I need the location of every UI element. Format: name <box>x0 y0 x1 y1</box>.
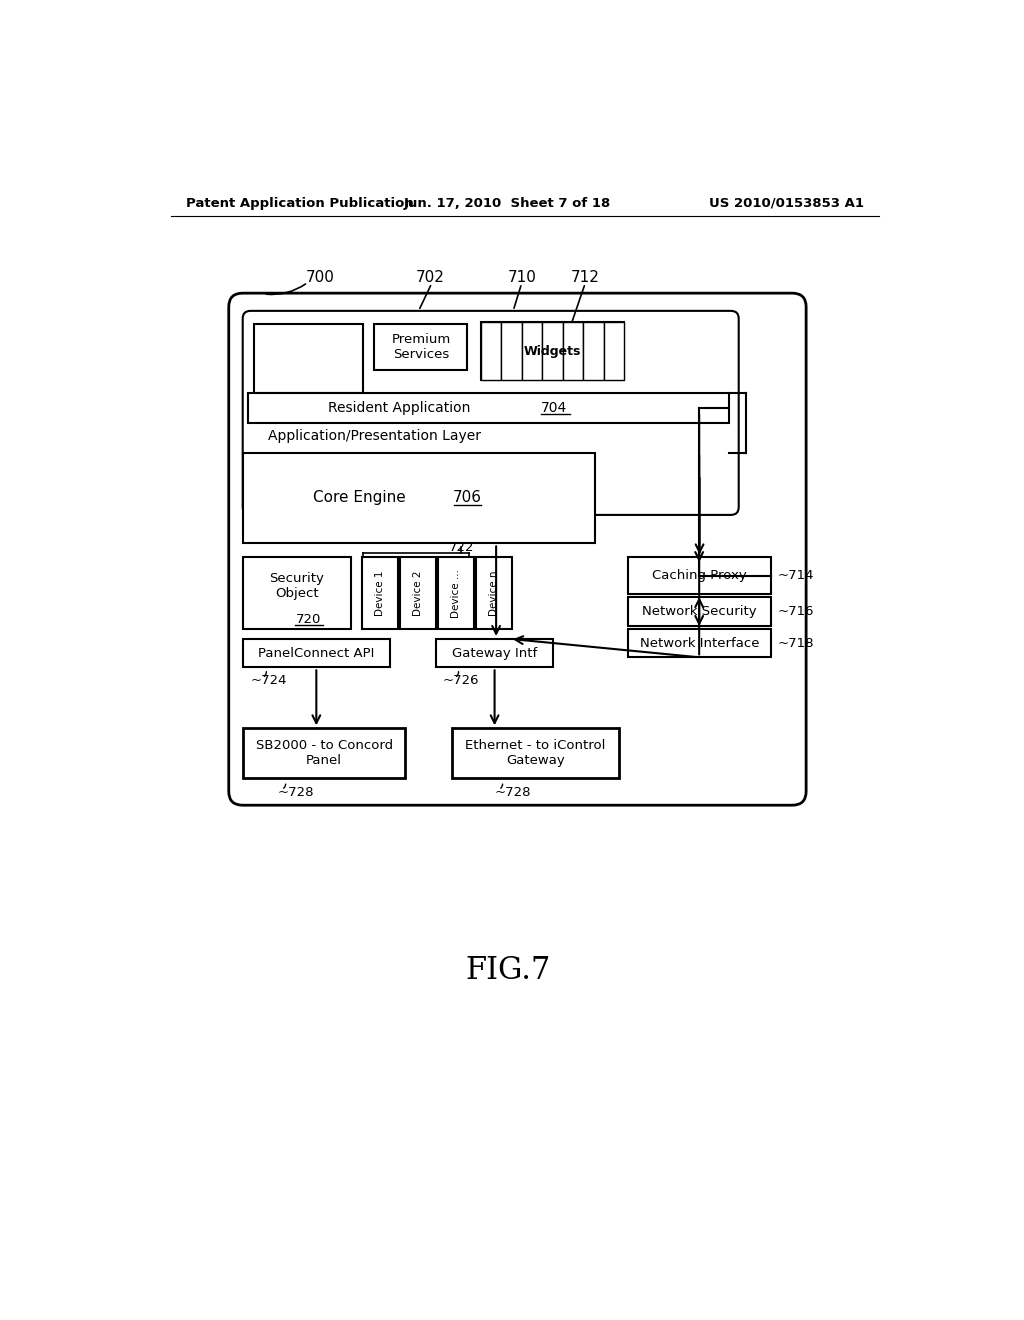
Text: 720: 720 <box>296 612 322 626</box>
Text: PanelConnect API: PanelConnect API <box>258 647 375 660</box>
Bar <box>375 323 467 370</box>
Text: ~714: ~714 <box>777 569 814 582</box>
Text: 702: 702 <box>416 271 444 285</box>
Text: Network Interface: Network Interface <box>640 636 760 649</box>
Text: US 2010/0153853 A1: US 2010/0153853 A1 <box>710 197 864 210</box>
Text: Core Engine: Core Engine <box>312 491 406 506</box>
Text: Ethernet - to iControl
Gateway: Ethernet - to iControl Gateway <box>465 739 605 767</box>
Bar <box>476 557 512 628</box>
Text: ~716: ~716 <box>777 605 814 618</box>
Text: Device ...: Device ... <box>452 569 461 618</box>
Text: Patent Application Publication: Patent Application Publication <box>186 197 414 210</box>
Text: ~728: ~728 <box>495 785 531 799</box>
Bar <box>452 729 618 779</box>
Bar <box>628 598 771 626</box>
Text: Caching Proxy: Caching Proxy <box>652 569 746 582</box>
Bar <box>501 322 521 380</box>
Text: Device 1: Device 1 <box>375 570 385 616</box>
Text: Jun. 17, 2010  Sheet 7 of 18: Jun. 17, 2010 Sheet 7 of 18 <box>404 197 611 210</box>
Text: Application/Presentation Layer: Application/Presentation Layer <box>268 429 481 442</box>
Bar <box>438 557 474 628</box>
Text: Device n: Device n <box>489 570 499 616</box>
Bar <box>480 322 501 380</box>
Bar <box>243 639 390 668</box>
Bar <box>542 322 562 380</box>
Text: Premium
Services: Premium Services <box>391 333 451 362</box>
Bar <box>254 323 362 393</box>
Text: Device 2: Device 2 <box>414 570 423 616</box>
Bar <box>562 322 583 380</box>
Bar <box>243 453 595 544</box>
Bar <box>436 639 553 668</box>
Text: SB2000 - to Concord
Panel: SB2000 - to Concord Panel <box>256 739 392 767</box>
Bar <box>480 322 624 380</box>
Bar <box>362 557 398 628</box>
Bar <box>628 557 771 594</box>
Text: FIG.7: FIG.7 <box>465 956 551 986</box>
Text: ~728: ~728 <box>278 785 314 799</box>
Text: 722: 722 <box>449 541 474 554</box>
Bar <box>603 322 624 380</box>
Bar <box>243 557 351 628</box>
Text: Security
Object: Security Object <box>269 572 325 601</box>
Text: 700: 700 <box>306 271 335 285</box>
Text: 706: 706 <box>453 491 482 506</box>
Text: 712: 712 <box>570 271 600 285</box>
Text: ~726: ~726 <box>442 675 479 686</box>
Bar <box>583 322 603 380</box>
Text: ~724: ~724 <box>251 675 287 686</box>
Text: Resident Application: Resident Application <box>328 401 470 414</box>
Bar <box>628 628 771 657</box>
Bar <box>248 393 729 422</box>
Bar <box>521 322 542 380</box>
FancyBboxPatch shape <box>228 293 806 805</box>
Text: Widgets: Widgets <box>523 345 581 358</box>
Text: ~718: ~718 <box>777 636 814 649</box>
Text: Network Security: Network Security <box>642 605 757 618</box>
Text: Gateway Intf: Gateway Intf <box>452 647 538 660</box>
Text: 704: 704 <box>541 401 567 414</box>
FancyBboxPatch shape <box>243 312 738 515</box>
Bar <box>243 729 406 779</box>
Bar <box>400 557 436 628</box>
Text: 710: 710 <box>507 271 537 285</box>
